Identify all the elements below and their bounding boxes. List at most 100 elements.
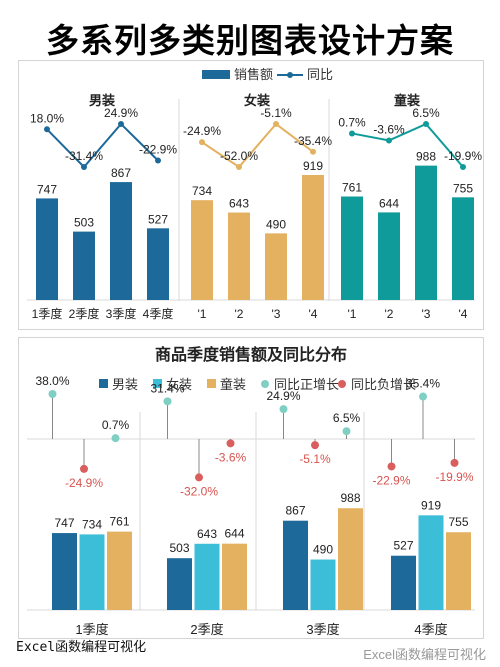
bar-value-label: 988 — [416, 150, 436, 164]
group-name: 男装 — [89, 93, 115, 108]
bar-value-label: 919 — [303, 159, 323, 173]
yoy-label: 0.7% — [102, 418, 130, 432]
x-tick-label: '3 — [422, 307, 431, 321]
legend-label-2: 女装 — [166, 377, 192, 392]
x-tick-label: 2季度 — [69, 306, 100, 321]
yoy-label: 24.9% — [266, 389, 300, 403]
bar-value-label: 490 — [266, 217, 286, 231]
top-chart-panel: 销售额 同比 男装 747 1季度 503 2季度 867 3季度 527 4季度 18.0% -31.… — [18, 60, 484, 330]
bottom-legend: 男装 女装 童装 同比正增长 同比负增长 — [99, 377, 416, 392]
bar-value-label: 503 — [74, 216, 94, 230]
bar — [265, 233, 287, 300]
bar-女装 — [79, 534, 105, 610]
yoy-label: -19.9% — [435, 470, 473, 484]
footer-watermark-right: Excel函数编程可视化 — [363, 647, 486, 662]
yoy-negative-marker — [387, 462, 396, 471]
bar-童装 — [107, 531, 132, 610]
footer-watermark-left: Excel函数编程可视化 — [16, 640, 147, 655]
yoy-positive-marker — [342, 427, 351, 436]
yoy-line — [201, 122, 314, 169]
bar-童装 — [222, 543, 247, 610]
legend-label-sales: 销售额 — [234, 67, 273, 82]
quarter-group-3: 867 490 988 3季度 24.9% -5.1% 6.5% — [266, 389, 363, 637]
yoy-marker — [44, 126, 50, 133]
x-tick-label: '4 — [309, 307, 318, 321]
legend-label-3: 童装 — [220, 377, 246, 392]
legend-swatch-2 — [153, 379, 162, 388]
yoy-marker — [386, 137, 392, 144]
quarter-group-2: 503 643 644 2季度 31.4% -32.0% -3.6% — [150, 381, 247, 637]
bar — [302, 175, 324, 300]
legend-marker-5 — [338, 380, 346, 388]
bar-value-label: 761 — [342, 181, 362, 195]
x-tick-label: '2 — [385, 307, 394, 321]
yoy-label: 31.4% — [150, 381, 184, 395]
yoy-label: 18.0% — [30, 111, 64, 125]
x-tick-label: '1 — [348, 307, 357, 321]
yoy-label: -22.9% — [139, 143, 177, 157]
group-1: 男装 747 1季度 503 2季度 867 3季度 527 4季度 18.0% -31.4% 24.… — [30, 93, 177, 321]
chart-title: 商品季度销售额及同比分布 — [155, 345, 347, 364]
bar-value-label: 761 — [109, 515, 129, 529]
yoy-negative-marker — [226, 439, 235, 448]
legend-marker-yoy — [287, 72, 293, 78]
yoy-marker — [310, 148, 316, 155]
yoy-label: -19.9% — [444, 149, 482, 163]
bar-value-label: 747 — [54, 516, 74, 530]
yoy-label: -3.6% — [215, 450, 247, 464]
legend-swatch-sales — [202, 70, 230, 79]
yoy-marker — [460, 164, 466, 170]
bottom-chart-panel: 商品季度销售额及同比分布 男装 女装 童装 同比正增长 同比负增长 747 734 761 1季度… — [18, 337, 484, 639]
bar — [452, 197, 474, 300]
yoy-positive-marker — [419, 392, 427, 401]
yoy-label: 38.0% — [35, 374, 69, 388]
bar-value-label: 503 — [169, 541, 189, 555]
yoy-marker — [423, 121, 429, 127]
bar — [36, 198, 58, 300]
bar-value-label: 747 — [37, 182, 57, 196]
legend-label-1: 男装 — [112, 377, 138, 392]
bar-value-label: 867 — [111, 166, 131, 180]
top-legend: 销售额 同比 — [202, 67, 333, 82]
yoy-label: 6.5% — [333, 411, 361, 425]
yoy-label: 6.5% — [412, 106, 440, 120]
yoy-positive-marker — [163, 397, 172, 406]
bar-女装 — [418, 515, 444, 610]
bar-value-label: 644 — [224, 527, 244, 541]
bar-value-label: 643 — [197, 527, 217, 541]
bar — [191, 200, 213, 300]
bar — [147, 228, 169, 300]
legend-swatch-1 — [99, 379, 108, 388]
yoy-negative-marker — [80, 464, 88, 473]
bar-value-label: 755 — [453, 181, 473, 195]
legend-label-5: 同比负增长 — [351, 377, 416, 392]
bar — [378, 212, 400, 300]
legend-label-yoy: 同比 — [307, 67, 333, 82]
yoy-marker — [118, 121, 124, 127]
yoy-negative-marker — [311, 441, 319, 450]
x-tick-label: '3 — [272, 307, 281, 321]
bar-女装 — [194, 543, 220, 610]
yoy-label: -24.9% — [183, 124, 221, 138]
legend-swatch-3 — [207, 379, 216, 388]
yoy-marker — [273, 121, 279, 127]
bar-value-label: 867 — [285, 504, 305, 518]
bar — [73, 231, 95, 300]
yoy-marker — [349, 130, 355, 137]
bar-value-label: 490 — [313, 543, 333, 557]
yoy-label: -35.4% — [294, 134, 332, 148]
bar-童装 — [338, 508, 363, 610]
bar-value-label: 734 — [82, 517, 102, 531]
bar — [341, 196, 363, 300]
yoy-positive-marker — [48, 390, 57, 398]
bar-value-label: 644 — [379, 196, 399, 210]
x-tick-label: 2季度 — [190, 622, 223, 637]
yoy-label: -22.9% — [372, 473, 410, 487]
x-tick-label: '1 — [198, 307, 207, 321]
bar — [415, 165, 437, 300]
bar-value-label: 988 — [340, 491, 360, 505]
bar-value-label: 919 — [421, 498, 441, 512]
x-tick-label: '2 — [235, 307, 244, 321]
